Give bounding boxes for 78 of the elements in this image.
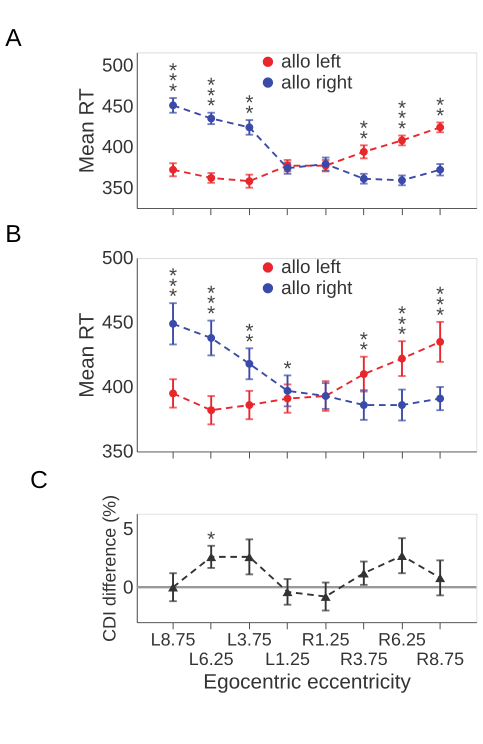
x-tick-label: R8.75 [416,649,464,670]
point [169,389,177,398]
data-label: ** [360,116,368,150]
y-tick-label: 400 [102,136,134,158]
point [245,177,254,186]
point [169,320,177,328]
point [244,552,254,562]
point [320,592,331,601]
point [284,394,292,403]
y-tick-label: 450 [102,312,134,333]
data-label: *** [207,74,216,118]
y-tick-label: 500 [102,54,134,76]
y-tick-label: 400 [102,376,134,398]
data-label: * [207,528,216,551]
y-tick-label: 350 [102,440,134,462]
y-axis-title: CDI difference (%) [99,494,120,642]
data-label: *** [207,282,216,326]
point [284,386,292,395]
point [436,123,444,132]
point [360,370,368,378]
y-axis-title: Mean RT [76,88,99,174]
x-tick-label: R6.25 [378,629,426,650]
data-label: ** [245,320,254,354]
chart-title: C [30,466,48,494]
point [169,166,177,174]
chart-title: B [5,221,22,248]
point [245,401,254,409]
point [360,174,368,183]
x-tick-label: L3.75 [226,629,272,650]
data-label: ** [360,328,368,362]
point [436,394,444,403]
point [282,588,292,596]
point [398,176,406,184]
data-label: ** [245,92,254,126]
data-label: *** [169,59,178,104]
point [207,334,216,342]
point [360,401,368,409]
data-label: ** [436,94,444,128]
x-axis-title: Egocentric eccentricity [203,670,412,694]
point [206,552,216,562]
data-label: *** [169,264,178,308]
point [207,174,216,182]
x-tick-label: L8.75 [150,629,196,650]
x-tick-label: R3.75 [340,649,388,670]
point [207,406,216,414]
data-label: *** [436,283,444,327]
x-tick-label: R1.25 [302,629,350,650]
data-label: * [283,357,292,380]
point [360,148,368,156]
point [436,338,444,346]
point [169,101,177,110]
x-tick-label: L1.25 [265,649,310,670]
point [398,354,406,363]
legend-label: allo left [281,50,342,72]
point [436,166,444,174]
data-label: *** [398,302,406,346]
point [245,123,254,132]
y-tick-label: 5 [122,518,134,540]
y-tick-label: 350 [102,176,134,198]
point [435,574,446,582]
point [398,401,406,409]
point [397,551,407,560]
data-label: *** [398,96,406,141]
legend-label: allo right [281,71,354,92]
point [245,360,254,368]
legend-label: allo left [281,256,342,278]
y-axis-title: Mean RT [76,312,99,398]
point [207,114,216,122]
point [398,136,406,144]
y-tick-label: 450 [102,95,134,116]
x-tick-label: L6.25 [188,649,234,670]
point [284,164,292,172]
y-tick-label: 0 [122,576,134,598]
legend-label: allo right [281,276,354,298]
y-tick-label: 500 [102,247,134,268]
chart-title: A [5,24,22,52]
point [358,568,369,578]
point [168,582,178,592]
